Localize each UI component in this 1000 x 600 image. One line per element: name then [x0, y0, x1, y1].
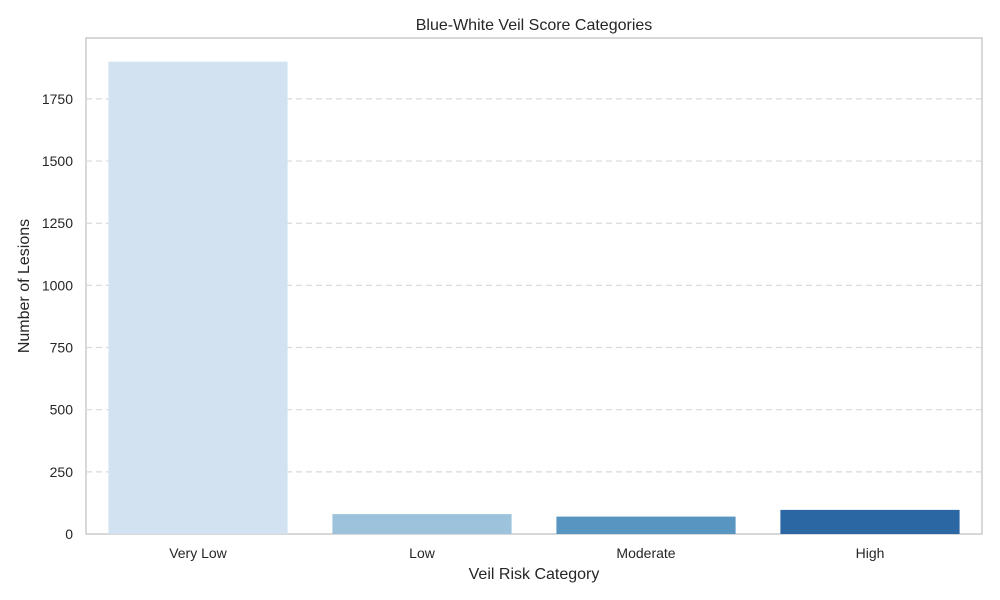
- y-tick-label: 1250: [42, 215, 73, 231]
- y-tick-label: 0: [65, 526, 73, 542]
- y-tick-label: 250: [50, 464, 74, 480]
- bars: [108, 61, 960, 534]
- y-tick-label: 1000: [42, 277, 73, 293]
- x-tick-label: Very Low: [169, 545, 227, 561]
- y-tick-label: 1750: [42, 91, 73, 107]
- x-tick-label: Moderate: [616, 545, 675, 561]
- chart-title: Blue-White Veil Score Categories: [416, 17, 653, 34]
- y-tick-label: 1500: [42, 153, 73, 169]
- bar-high: [780, 509, 960, 534]
- x-tick-label: Low: [409, 545, 436, 561]
- y-tick-labels: 0 250 500 750 1000 1250 1500 1750: [42, 91, 73, 542]
- x-tick-label: High: [856, 545, 885, 561]
- bar-very-low: [108, 61, 288, 534]
- bar-low: [332, 514, 512, 534]
- y-axis-label: Number of Lesions: [16, 219, 33, 353]
- y-tick-label: 750: [50, 340, 74, 356]
- bar-moderate: [556, 516, 736, 534]
- y-tick-label: 500: [50, 402, 74, 418]
- x-axis-label: Veil Risk Category: [469, 566, 600, 583]
- x-tick-labels: Very Low Low Moderate High: [169, 545, 884, 561]
